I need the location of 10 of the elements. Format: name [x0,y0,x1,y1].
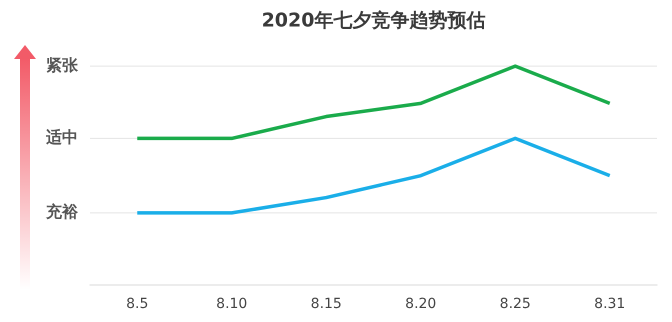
x-tick-label: 8.20 [405,296,436,312]
ref-line-label: 紧张 [46,55,79,74]
x-tick-label: 8.25 [500,296,531,312]
chart-title: 2020年七夕竞争趋势预估 [262,9,486,32]
x-tick-label: 8.5 [126,296,148,312]
ref-line-label: 适中 [45,128,78,147]
x-tick-label: 8.15 [310,296,342,312]
x-tick-label: 8.31 [594,296,626,312]
ref-line-label: 充裕 [45,202,79,222]
x-tick-label: 8.10 [216,296,248,312]
